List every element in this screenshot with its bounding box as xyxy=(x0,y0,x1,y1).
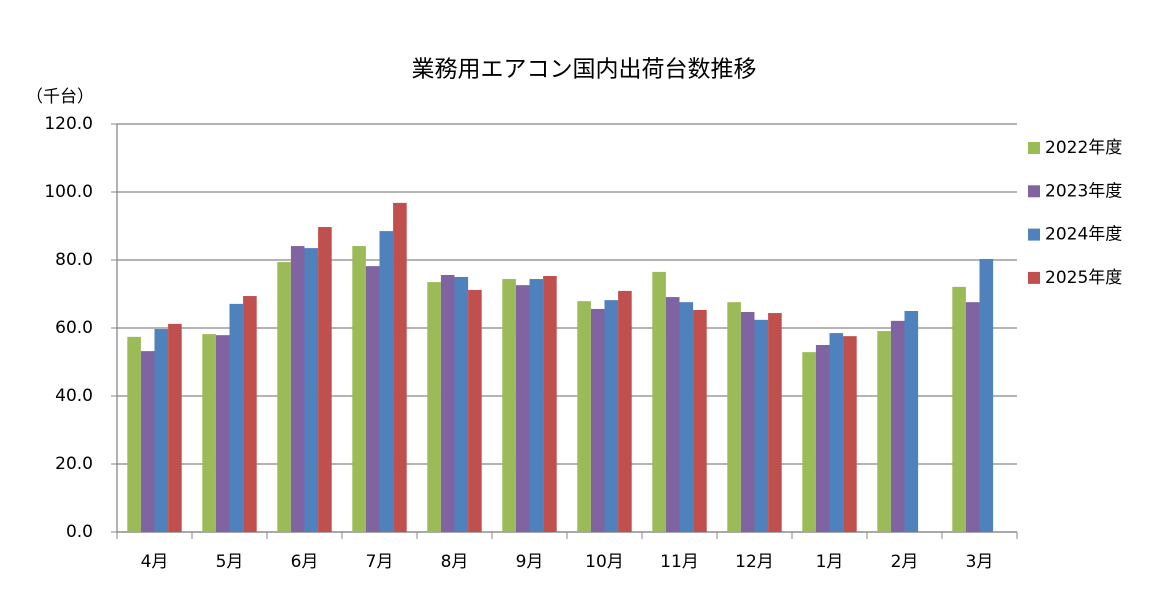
bar xyxy=(454,277,469,532)
x-tick-label: 2月 xyxy=(891,552,919,572)
bar xyxy=(590,308,605,532)
bar xyxy=(440,274,455,532)
x-tick-label: 3月 xyxy=(966,552,994,572)
bar xyxy=(318,227,332,532)
bar xyxy=(618,290,632,532)
bar xyxy=(979,258,994,532)
bar xyxy=(215,335,230,532)
legend-swatch xyxy=(1028,185,1040,198)
bar xyxy=(727,302,741,532)
legend-label: 2023年度 xyxy=(1045,181,1122,201)
bar xyxy=(427,282,441,532)
y-tick-label: 100.0 xyxy=(44,182,93,202)
bar xyxy=(468,289,482,532)
bar xyxy=(127,336,141,532)
bar xyxy=(829,333,844,532)
legend-swatch xyxy=(1028,271,1040,284)
bar xyxy=(843,336,857,532)
x-tick-label: 8月 xyxy=(441,552,469,572)
bar xyxy=(277,262,291,532)
bar xyxy=(168,323,182,532)
bar xyxy=(140,351,155,532)
legend-label: 2025年度 xyxy=(1045,268,1122,288)
bar xyxy=(393,202,407,532)
x-tick-label: 1月 xyxy=(816,552,844,572)
legend-label: 2024年度 xyxy=(1045,225,1122,245)
x-tick-label: 5月 xyxy=(216,552,244,572)
bar xyxy=(652,271,666,532)
bar xyxy=(693,309,707,532)
bar xyxy=(952,286,966,532)
bar xyxy=(202,334,216,532)
x-tick-label: 6月 xyxy=(291,552,319,572)
y-tick-label: 120.0 xyxy=(44,114,93,134)
bar xyxy=(243,296,257,532)
bar xyxy=(890,320,905,532)
bar xyxy=(502,279,516,532)
bar xyxy=(740,312,755,532)
y-tick-label: 40.0 xyxy=(55,386,93,406)
y-tick-label: 20.0 xyxy=(55,454,93,474)
bar xyxy=(352,246,366,532)
bar xyxy=(754,319,769,532)
bar xyxy=(290,246,305,532)
chart-title: 業務用エアコン国内出荷台数推移 xyxy=(412,57,757,83)
x-tick-label: 9月 xyxy=(516,552,544,572)
y-axis-label: （千台） xyxy=(26,87,94,107)
legend-label: 2022年度 xyxy=(1045,138,1122,158)
bar xyxy=(815,345,830,532)
bar xyxy=(604,300,619,532)
y-tick-label: 80.0 xyxy=(55,250,93,270)
y-tick-label: 60.0 xyxy=(55,318,93,338)
bar xyxy=(877,331,891,532)
x-tick-label: 12月 xyxy=(735,552,774,572)
bar xyxy=(229,303,244,532)
bar xyxy=(529,279,544,532)
bar xyxy=(379,231,394,532)
x-tick-label: 7月 xyxy=(366,552,394,572)
x-tick-label: 11月 xyxy=(660,552,699,572)
bar xyxy=(768,313,782,532)
bar xyxy=(965,302,980,532)
bar xyxy=(679,302,694,532)
x-tick-label: 4月 xyxy=(141,552,169,572)
bar xyxy=(802,352,816,532)
legend-swatch xyxy=(1028,228,1040,241)
legend-swatch xyxy=(1028,142,1040,154)
bar xyxy=(515,285,530,532)
x-tick-label: 10月 xyxy=(585,552,624,572)
bar xyxy=(577,301,591,532)
bar xyxy=(365,266,380,532)
bar xyxy=(154,329,169,532)
y-tick-label: 0.0 xyxy=(66,522,93,542)
bar xyxy=(543,275,557,532)
bar xyxy=(665,297,680,532)
bar xyxy=(304,248,319,532)
bar xyxy=(904,311,919,532)
